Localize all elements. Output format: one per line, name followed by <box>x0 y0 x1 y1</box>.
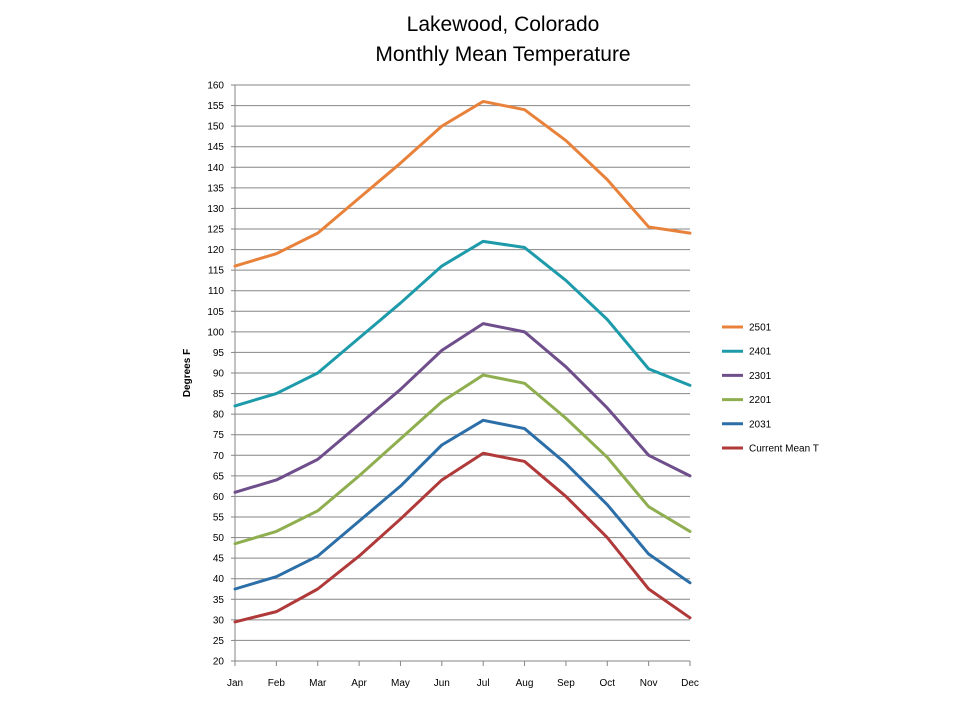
gridlines <box>231 84 691 666</box>
legend-label: Current Mean T <box>749 444 819 455</box>
chart-subtitle: Monthly Mean Temperature <box>375 43 630 66</box>
series-line <box>233 239 692 408</box>
y-tick-label: 80 <box>213 410 225 421</box>
series-line <box>233 99 692 268</box>
y-tick-labels: 20 25 30 35 40 45 50 55 60 65 70 75 80 85 90 95 100 105 11… <box>207 81 224 668</box>
x-tick-label: May <box>391 678 410 689</box>
y-tick-label: 155 <box>207 101 224 112</box>
y-tick-label: 105 <box>207 307 224 318</box>
y-tick-label: 60 <box>213 492 225 503</box>
x-tick-label: Mar <box>309 678 327 689</box>
y-tick-label: 115 <box>208 266 224 277</box>
y-tick-label: 85 <box>213 389 225 400</box>
x-tick-label: Sep <box>557 678 575 689</box>
y-tick-label: 35 <box>213 595 225 606</box>
x-tick-label: Apr <box>351 678 367 689</box>
legend-label: 2301 <box>749 371 772 382</box>
y-tick-label: 65 <box>213 471 225 482</box>
x-tick-label: Nov <box>640 678 658 689</box>
y-tick-label: 100 <box>207 327 224 338</box>
y-tick-label: 50 <box>213 533 225 544</box>
x-tick-label: Dec <box>681 678 699 689</box>
y-tick-label: 20 <box>213 657 225 668</box>
series-lines <box>233 99 692 624</box>
y-tick-label: 75 <box>213 430 225 441</box>
legend-label: 2401 <box>749 347 772 358</box>
y-tick-label: 30 <box>213 615 225 626</box>
series-line <box>233 418 692 591</box>
x-tick-label: Feb <box>268 678 286 689</box>
y-tick-label: 90 <box>213 369 225 380</box>
x-tick-label: Oct <box>599 678 615 689</box>
y-tick-label: 135 <box>207 183 224 194</box>
legend-label: 2201 <box>749 395 772 406</box>
y-tick-label: 45 <box>213 554 225 565</box>
y-tick-label: 55 <box>213 513 225 524</box>
y-tick-label: 25 <box>213 636 225 647</box>
y-tick-label: 70 <box>213 451 225 462</box>
y-tick-label: 130 <box>207 204 224 215</box>
x-tick-label: Aug <box>516 678 534 689</box>
x-tick-label: Jul <box>477 678 490 689</box>
y-tick-label: 40 <box>213 574 225 585</box>
y-axis-title: Degrees F <box>182 349 193 397</box>
y-tick-label: 125 <box>207 225 224 236</box>
y-tick-label: 110 <box>208 286 224 297</box>
x-tick-label: Jun <box>434 678 450 689</box>
chart-title: Lakewood, Colorado <box>407 13 600 36</box>
y-tick-label: 145 <box>207 142 224 153</box>
y-tick-label: 140 <box>207 163 224 174</box>
y-tick-label: 150 <box>207 122 224 133</box>
y-tick-label: 95 <box>213 348 225 359</box>
x-tick-label: Jan <box>227 678 243 689</box>
series-line <box>233 451 692 624</box>
series-line <box>233 373 692 546</box>
legend-label: 2501 <box>749 323 772 334</box>
y-tick-label: 120 <box>207 245 224 256</box>
legend-label: 2031 <box>749 419 772 430</box>
legend: 2501 2401 2301 2201 2031 Current Mean T <box>722 323 819 455</box>
y-tick-label: 160 <box>207 81 224 92</box>
series-line <box>233 322 692 494</box>
x-tick-labels: Jan Feb Mar Apr May Jun Jul Aug Sep Oct Nov Dec <box>227 678 699 689</box>
